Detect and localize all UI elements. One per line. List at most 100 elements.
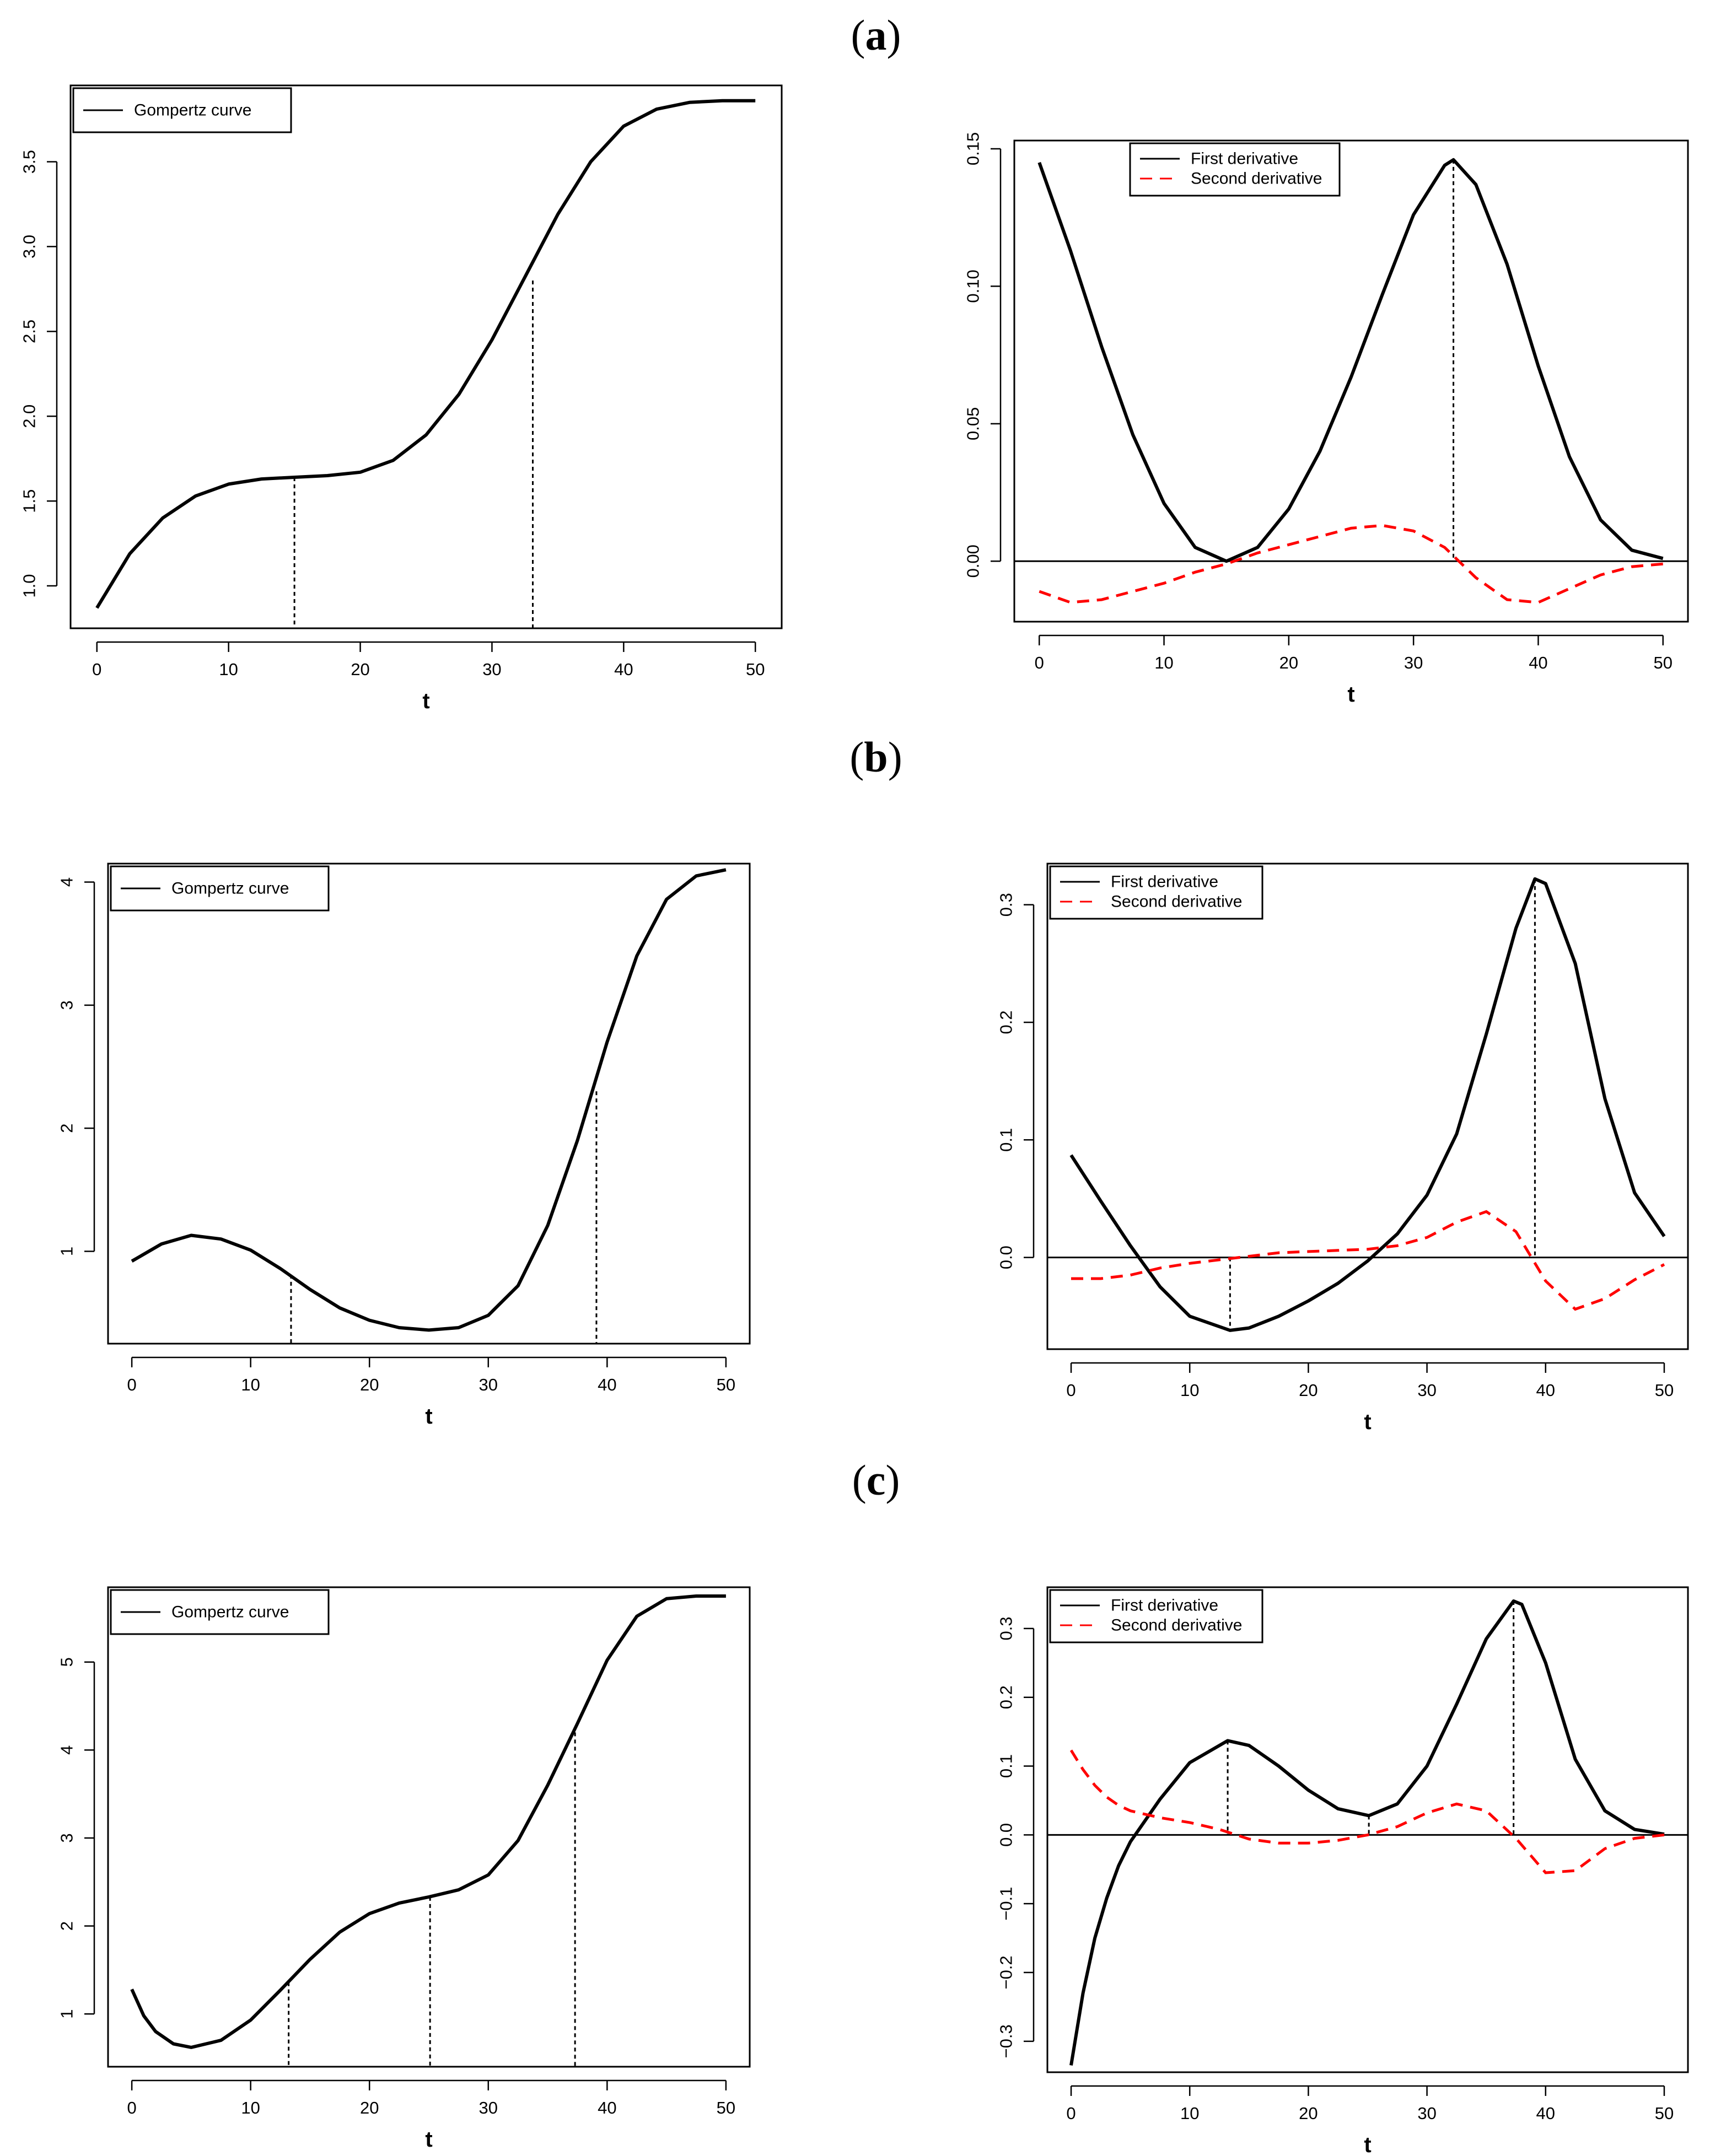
y-tick-label: 3 bbox=[57, 1000, 77, 1010]
x-tick-label: 50 bbox=[717, 1375, 735, 1394]
legend-label: Second derivative bbox=[1191, 170, 1322, 188]
x-tick-label: 30 bbox=[1417, 1381, 1436, 1400]
plot-frame bbox=[1013, 139, 1689, 623]
y-tick-label: 0.3 bbox=[997, 893, 1016, 917]
x-tick-label: 20 bbox=[1299, 2104, 1318, 2123]
y-tick-label: 0.1 bbox=[997, 1128, 1016, 1152]
legend-box bbox=[1049, 865, 1263, 920]
x-tick-label: 0 bbox=[1035, 653, 1044, 672]
y-tick-label: 2.0 bbox=[20, 405, 39, 428]
y-tick-label: −0.3 bbox=[997, 2024, 1016, 2058]
y-tick-label: 0.2 bbox=[997, 1685, 1016, 1709]
y-tick-label: 4 bbox=[57, 1745, 77, 1755]
y-tick-label: 2.5 bbox=[20, 320, 39, 343]
x-tick-label: 40 bbox=[1529, 653, 1547, 672]
x-tick-label: 20 bbox=[360, 2098, 379, 2117]
plot-a-gompertz-curve: 0 10 20 30 40 50 t 1.0 1.5 2.0 2.5 3.0 3.5 Gompertz c… bbox=[20, 84, 783, 713]
y-tick-label: 2 bbox=[57, 1921, 77, 1931]
legend: Gompertz curve bbox=[110, 865, 330, 912]
plot-frame bbox=[1046, 863, 1689, 1350]
x-tick-label: 30 bbox=[1417, 2104, 1436, 2123]
plot-frame bbox=[107, 1586, 751, 2068]
plot-a-derivatives: 0 10 20 30 40 50 t 0.00 0.05 0.10 0.15 First deriva… bbox=[964, 132, 1689, 707]
x-tick-label: 10 bbox=[1154, 653, 1173, 672]
y-tick-label: 0.10 bbox=[964, 270, 983, 303]
x-tick-label: 20 bbox=[351, 660, 369, 679]
y-tick-label: 0.1 bbox=[997, 1754, 1016, 1778]
x-tick-label: 10 bbox=[241, 2098, 260, 2117]
legend-label: Second derivative bbox=[1111, 1616, 1242, 1635]
legend-box bbox=[110, 865, 330, 912]
second-derivative-line bbox=[1071, 1210, 1665, 1311]
second-derivative-line bbox=[1039, 524, 1663, 604]
panel-label-c: (c) bbox=[852, 1456, 900, 1504]
legend-label: First derivative bbox=[1111, 1597, 1218, 1615]
x-tick-label: 50 bbox=[746, 660, 765, 679]
x-tick-label: 20 bbox=[360, 1375, 379, 1394]
legend: Gompertz curve bbox=[110, 1589, 330, 1635]
x-axis-title: t bbox=[425, 2127, 432, 2152]
y-tick-label: −0.2 bbox=[997, 1955, 1016, 1989]
y-tick-label: 0.2 bbox=[997, 1010, 1016, 1034]
y-tick-label: −0.1 bbox=[997, 1887, 1016, 1921]
x-tick-label: 30 bbox=[1404, 653, 1423, 672]
y-tick-label: 1 bbox=[57, 1247, 77, 1256]
y-tick-label: 3 bbox=[57, 1833, 77, 1842]
x-tick-label: 0 bbox=[1066, 1381, 1076, 1400]
x-axis-title: t bbox=[1364, 1410, 1371, 1434]
x-tick-label: 30 bbox=[479, 1375, 498, 1394]
legend-box bbox=[1129, 142, 1341, 197]
x-tick-label: 20 bbox=[1279, 653, 1298, 672]
y-tick-label: 0.15 bbox=[964, 132, 983, 165]
y-tick-label: 5 bbox=[57, 1657, 77, 1667]
y-tick-label: 0.00 bbox=[964, 545, 983, 578]
y-tick-label: 0.0 bbox=[997, 1246, 1016, 1269]
x-tick-label: 50 bbox=[1655, 1381, 1674, 1400]
y-tick-label: 1.0 bbox=[20, 574, 39, 597]
legend-label: First derivative bbox=[1111, 873, 1218, 891]
plot-b-gompertz-curve: 0 10 20 30 40 50 t 1 2 3 4 Gompertz curve bbox=[57, 863, 751, 1429]
x-tick-label: 10 bbox=[1180, 2104, 1199, 2123]
gompertz-curve-line bbox=[130, 1594, 726, 2049]
x-tick-label: 0 bbox=[127, 2098, 136, 2117]
x-tick-label: 20 bbox=[1299, 1381, 1318, 1400]
x-tick-label: 30 bbox=[482, 660, 501, 679]
y-tick-label: 0.05 bbox=[964, 407, 983, 440]
x-tick-label: 40 bbox=[598, 1375, 616, 1394]
x-tick-label: 40 bbox=[614, 660, 633, 679]
gompertz-curve-line bbox=[131, 868, 727, 1332]
x-tick-label: 50 bbox=[1655, 2104, 1674, 2123]
panel-label-b: (b) bbox=[849, 733, 902, 781]
legend-label: Second derivative bbox=[1111, 893, 1242, 911]
legend: First derivative Second derivative bbox=[1049, 865, 1263, 920]
x-tick-label: 30 bbox=[479, 2098, 498, 2117]
x-tick-label: 0 bbox=[127, 1375, 136, 1394]
first-derivative-line bbox=[1037, 158, 1664, 563]
x-tick-label: 0 bbox=[1066, 2104, 1076, 2123]
legend-label: Gompertz curve bbox=[171, 1603, 289, 1621]
first-derivative-line bbox=[1069, 1599, 1665, 2066]
y-tick-label: 4 bbox=[57, 877, 77, 887]
x-tick-label: 0 bbox=[92, 660, 101, 679]
y-tick-label: 0.0 bbox=[997, 1823, 1016, 1847]
x-tick-label: 50 bbox=[1653, 653, 1672, 672]
panel-label-a: (a) bbox=[851, 11, 901, 59]
y-tick-label: 3.5 bbox=[20, 150, 39, 174]
x-tick-label: 40 bbox=[598, 2098, 616, 2117]
plot-frame bbox=[1046, 1586, 1689, 2073]
y-tick-label: 3.0 bbox=[20, 235, 39, 258]
y-tick-label: 1 bbox=[57, 2009, 77, 2019]
x-axis-title: t bbox=[1347, 682, 1354, 707]
legend-box bbox=[1049, 1589, 1263, 1643]
x-axis-title: t bbox=[1364, 2133, 1371, 2156]
y-tick-label: 2 bbox=[57, 1124, 77, 1133]
plot-frame bbox=[69, 84, 783, 629]
plot-c-gompertz-curve: 0 10 20 30 40 50 t 1 2 3 4 5 Gompertz curve bbox=[57, 1586, 751, 2152]
x-tick-label: 40 bbox=[1536, 2104, 1555, 2123]
plot-c-derivatives: 0 10 20 30 40 50 t −0.3 −0.2 −0.1 0.0 0.1 0.2 0.3 Firs… bbox=[997, 1586, 1689, 2156]
second-derivative-line bbox=[1069, 1749, 1665, 1874]
plot-b-derivatives: 0 10 20 30 40 50 t 0.0 0.1 0.2 0.3 First derivative… bbox=[997, 863, 1689, 1434]
